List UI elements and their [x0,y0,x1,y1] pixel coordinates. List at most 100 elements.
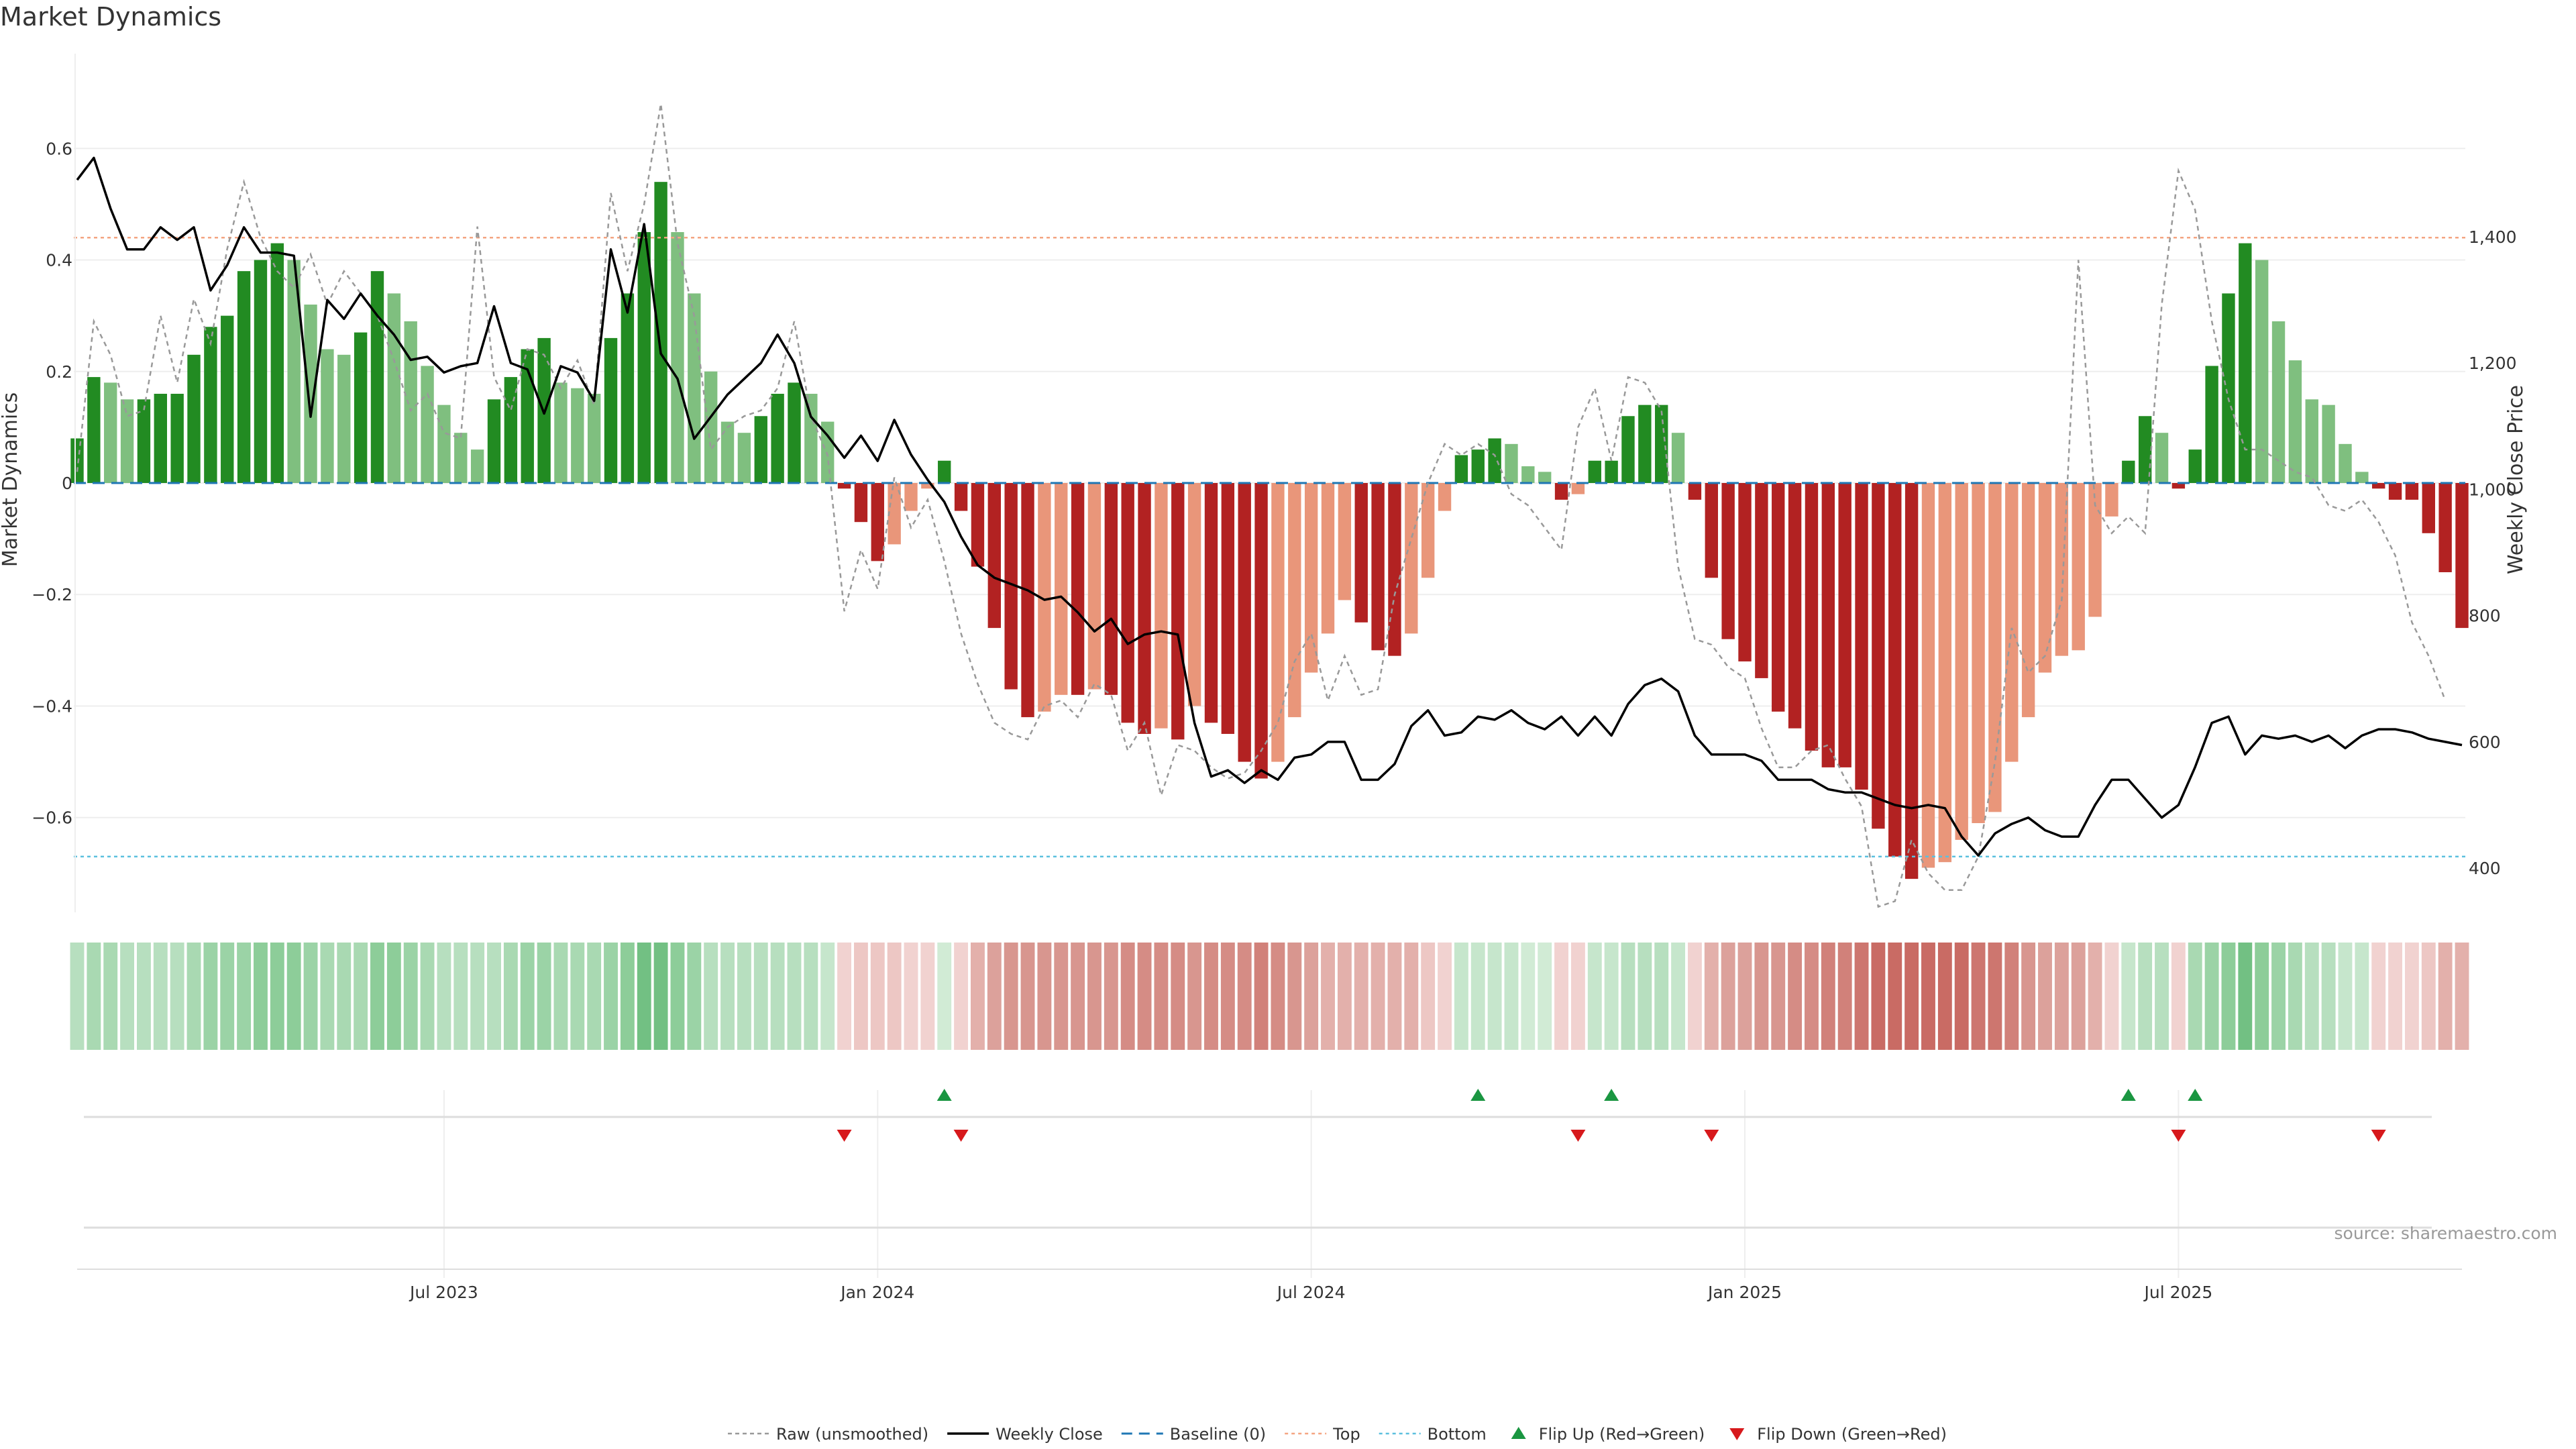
bar [2038,483,2052,673]
ribbon-cell [2371,943,2386,1050]
bar [1304,483,1318,673]
ribbon [70,943,2469,1050]
ribbon-cell [1954,943,1969,1050]
bar [720,421,735,483]
ribbon-cell [2104,943,2119,1050]
ribbon-cell [1321,943,1335,1050]
flip-down-marker [1704,1130,1719,1142]
legend-item-bottom: Bottom [1379,1425,1487,1444]
bar [904,483,918,511]
bar [187,354,201,483]
bar [1755,483,1768,678]
ribbon-cell [1621,943,1635,1050]
bar [1872,483,1885,829]
bar [2188,449,2202,483]
ribbon-cell [1721,943,1735,1050]
ribbon-cell [904,943,918,1050]
bar [70,438,84,483]
ribbon-cell [971,943,985,1050]
ribbon-cell [2138,943,2153,1050]
ribbon-cell [587,943,602,1050]
weekly-close-line [76,156,2463,857]
ribbon-cell [470,943,485,1050]
bar [2005,483,2019,762]
legend-swatch [1511,1427,1526,1439]
ribbon-cell [1771,943,1786,1050]
ribbon-cell [1020,943,1035,1050]
bar [788,382,801,483]
bar [204,327,217,483]
bar [1021,483,1034,718]
ribbon-cell [537,943,551,1050]
ribbon-cell [2421,943,2436,1050]
y2-tick-label: 800 [2469,606,2501,626]
ribbon-cell [2204,943,2219,1050]
ribbon-cell [1271,943,1285,1050]
bar [654,182,667,483]
y-tick-label: −0.4 [32,696,72,716]
ribbon-cell [2121,943,2136,1050]
ribbon-cell [853,943,868,1050]
bar [837,483,851,489]
bar [2372,483,2385,489]
ribbon-cell [920,943,935,1050]
bar [504,377,518,483]
bar [154,394,167,483]
bar [421,366,434,483]
bar [1671,433,1685,483]
ribbon-cell [670,943,685,1050]
bar [1071,483,1085,695]
ribbon-cell [1104,943,1118,1050]
ribbon-cell [2338,943,2353,1050]
bar [321,349,334,483]
y-tick-label: 0.2 [46,362,72,382]
x-tick-label: Jan 2025 [1707,1283,1782,1302]
ribbon-cell [520,943,535,1050]
bar [470,449,484,483]
y2-tick-label: 1,000 [2469,480,2517,499]
bar [2339,443,2352,483]
bar [1271,483,1285,762]
ribbon-cell [2255,943,2269,1050]
ribbon-cell [1137,943,1152,1050]
ribbon-cell [1504,943,1519,1050]
bar [2271,321,2286,483]
legend-label: Flip Down (Green→Red) [1757,1425,1947,1444]
ribbon-cell [1871,943,1886,1050]
bar [2322,405,2335,483]
ribbon-cell [1204,943,1218,1050]
ribbon-cell [70,943,85,1050]
ribbon-cell [937,943,952,1050]
bar [2222,293,2235,483]
ribbon-cell [270,943,284,1050]
bar [954,483,968,511]
ribbon-cell [103,943,118,1050]
y2-tick-label: 600 [2469,733,2501,752]
x-tick-label: Jul 2024 [1276,1283,1346,1302]
bar [2088,483,2102,617]
bar [1138,483,1151,735]
ribbon-cell [1171,943,1185,1050]
bar [1438,483,1452,511]
ribbon-cell [1354,943,1368,1050]
legend-label: Bottom [1428,1425,1487,1444]
ribbon-cell [1470,943,1485,1050]
flip-up-marker [1470,1089,1486,1101]
ribbon-cell [1805,943,1819,1050]
bar [1521,466,1535,483]
ribbon-cell [1971,943,1986,1050]
bar [1254,483,1268,779]
bar [2021,483,2035,718]
bar [637,231,651,483]
legend-label: Baseline (0) [1170,1425,1266,1444]
bar [1772,483,1785,712]
ribbon-cell [1554,943,1568,1050]
bar [404,321,417,483]
ribbon-cell [2021,943,2036,1050]
bar [337,354,351,483]
ribbon-cell [487,943,501,1050]
ribbon-cell [1671,943,1686,1050]
ribbon-cell [2438,943,2453,1050]
bar [1904,483,1919,879]
